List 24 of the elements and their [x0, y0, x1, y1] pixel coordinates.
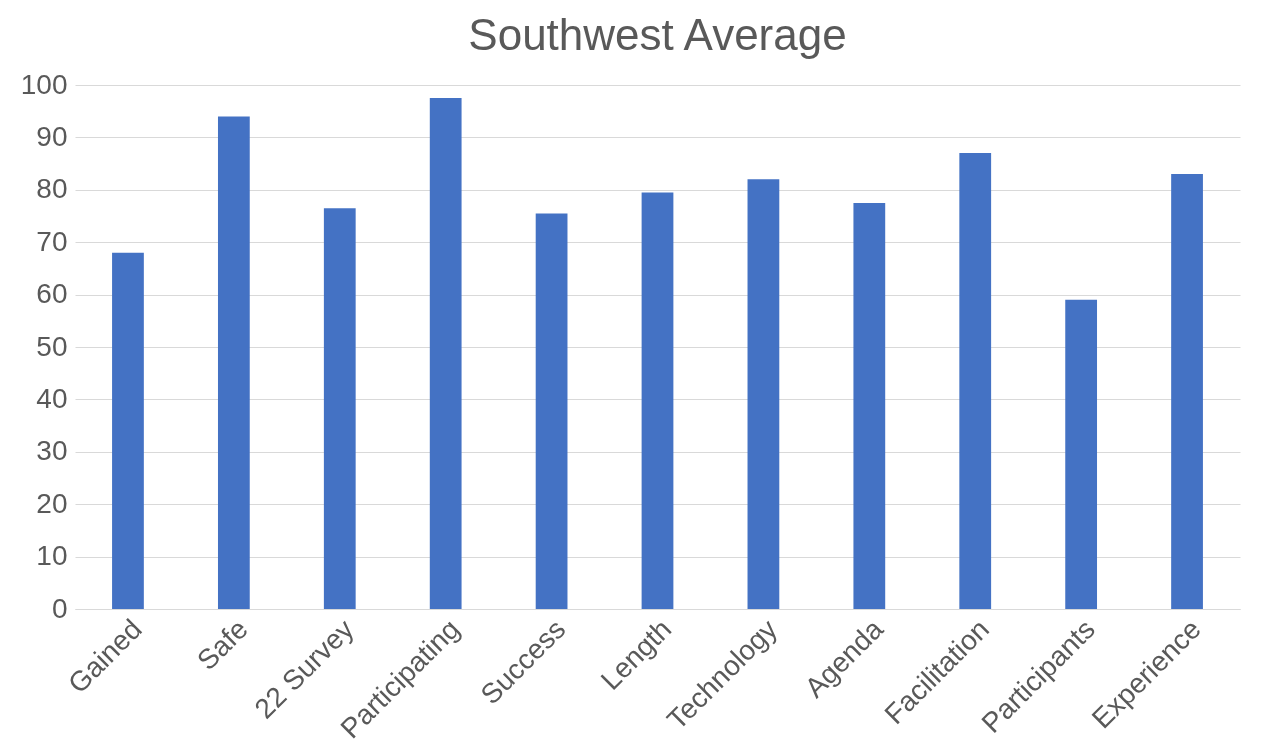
y-tick-label: 0 [51, 592, 68, 624]
y-tick-label: 30 [36, 435, 68, 467]
bar [641, 192, 674, 609]
bar [1065, 299, 1098, 609]
y-tick-label: 90 [36, 120, 68, 152]
y-tick-label: 60 [36, 278, 68, 310]
y-tick-label: 20 [36, 487, 68, 519]
bar [1171, 174, 1203, 609]
y-tick-label: 50 [36, 330, 68, 362]
y-tick-label: 100 [20, 68, 68, 100]
bar [959, 153, 992, 609]
y-tick-label: 70 [36, 225, 68, 257]
y-tick-label: 10 [36, 540, 68, 572]
x-tick-label: Safe [191, 613, 254, 677]
bar [535, 213, 568, 609]
bar [747, 179, 780, 609]
chart-title: Southwest Average [468, 10, 847, 59]
bar [429, 98, 462, 609]
bar [217, 116, 250, 609]
y-tick-label: 80 [36, 173, 68, 205]
bar [112, 252, 144, 609]
y-tick-label: 40 [36, 382, 68, 414]
bar [323, 208, 356, 609]
bar [853, 202, 886, 609]
